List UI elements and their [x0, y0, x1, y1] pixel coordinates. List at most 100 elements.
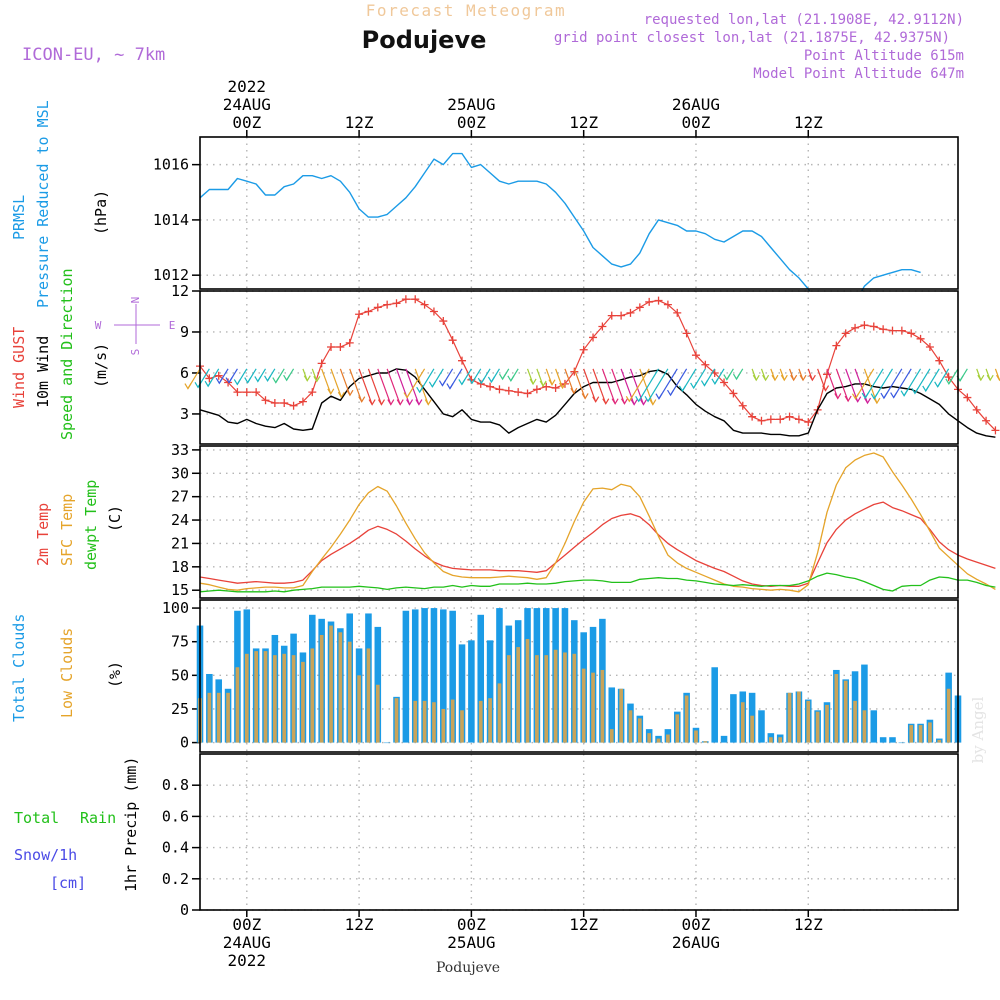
dewpt-label: dewpt Temp — [82, 480, 100, 570]
wind-arrow-head — [977, 374, 985, 382]
wind-arrow-head — [655, 393, 663, 400]
low-cloud-bar — [516, 647, 521, 743]
low-cloud-bar — [787, 692, 792, 743]
low-cloud-bar — [535, 655, 539, 743]
gust-point — [458, 356, 467, 365]
gust-point — [776, 415, 785, 424]
y-tick-label: 0.8 — [162, 776, 189, 794]
wind-arrow-head — [620, 398, 628, 405]
gust-point — [982, 416, 991, 425]
wind-arrow-head — [377, 399, 385, 406]
gust-point — [495, 385, 504, 394]
wind-arrow-head — [945, 378, 953, 385]
time-label: 26AUG — [672, 933, 720, 952]
wind-arrow-head — [428, 381, 436, 388]
low-cloud-bar — [422, 700, 427, 743]
low-cloud-bar — [413, 700, 418, 743]
wind-direction-arrow — [611, 368, 626, 404]
gust-point — [252, 388, 261, 397]
gust-point — [925, 343, 934, 352]
compass-icon: N S W E — [95, 297, 176, 356]
temperature-panel: 15 18 21 24 27 30 33 — [171, 441, 996, 599]
wind-arrow-head — [639, 399, 648, 406]
gust-point — [944, 373, 953, 382]
total-cloud-bar — [411, 609, 419, 743]
precip-unit-label: 1hr Precip (mm) — [122, 757, 140, 892]
wind-arrow-head — [678, 385, 686, 393]
panel-background — [200, 446, 958, 598]
gust-point — [804, 418, 813, 427]
time-label: 00Z — [457, 113, 486, 132]
wind-arrow-head — [790, 374, 798, 382]
wind-arrow-head — [204, 380, 212, 388]
wind-arrow-head — [834, 393, 842, 400]
time-label: 24AUG — [223, 933, 271, 952]
gust-point — [907, 329, 916, 338]
gust-point — [233, 388, 242, 397]
y-tick-label: 18 — [171, 558, 189, 576]
low-cloud-bar — [329, 625, 333, 743]
low-cloud-bar — [647, 733, 652, 743]
low-cloud-bar — [282, 653, 287, 743]
footer-location: Podujeve — [436, 960, 500, 976]
low-cloud-bar — [553, 649, 558, 743]
gust-point — [794, 415, 803, 424]
gust-point — [654, 296, 663, 305]
precip-panel: 0 0.2 0.4 0.6 0.8 — [162, 753, 959, 919]
low-cloud-bar — [628, 710, 633, 743]
wind-direction-arrow — [405, 368, 420, 405]
gust-point — [261, 396, 270, 405]
wind-unit-label: (m/s) — [92, 343, 110, 388]
low-cloud-bar — [609, 729, 614, 743]
gust-point — [991, 426, 1000, 435]
gust-point — [345, 338, 354, 347]
wind-arrow-head — [346, 389, 354, 397]
wind-direction-arrow — [573, 368, 586, 399]
wind-arrow-head — [732, 373, 741, 381]
wind-direction-arrow — [826, 368, 839, 399]
wind-direction-arrow — [367, 368, 383, 405]
wind-direction-arrow — [854, 368, 875, 400]
total-cloud-bar — [608, 687, 616, 743]
low-cloud-bar — [488, 698, 492, 743]
time-label: 2022 — [228, 77, 267, 96]
y-tick-label: 9 — [180, 323, 189, 341]
low-cloud-bar — [357, 675, 361, 743]
gust-point — [720, 378, 729, 387]
wind-arrow-head — [244, 377, 252, 384]
low-cloud-bar — [216, 692, 221, 743]
wind-direction-arrow — [601, 368, 616, 404]
y-tick-label: 0.4 — [162, 839, 189, 857]
gust-point — [963, 393, 972, 402]
gust-point — [785, 412, 794, 421]
low-cloud-bar — [684, 695, 689, 743]
low-cloud-bar — [694, 730, 698, 743]
gust-point — [289, 401, 298, 410]
total-cloud-bar — [861, 664, 868, 743]
gust-point — [841, 329, 850, 338]
wind-arrow-head — [184, 383, 192, 390]
low-cloud-bar — [825, 704, 829, 743]
low-cloud-bar — [563, 652, 567, 743]
low-cloud-bar — [769, 737, 773, 743]
wind-arrow-head — [873, 397, 881, 405]
y-tick-label: 1014 — [153, 211, 189, 229]
wind-arrow-head — [611, 398, 619, 405]
gust-point — [607, 311, 616, 320]
wind-arrow-head — [215, 377, 223, 385]
total-cloud-bar — [758, 710, 765, 743]
model-label: ICON-EU, ~ 7km — [22, 45, 165, 65]
low-cloud-bar — [338, 632, 343, 743]
wind-arrow-head — [406, 399, 414, 406]
rain-precip-label: Rain — [80, 809, 116, 827]
total-cloud-bar — [449, 610, 456, 743]
gust-point — [579, 345, 588, 354]
time-label: 26AUG — [672, 95, 720, 114]
wind-arrow-head — [844, 395, 852, 403]
gust-point — [420, 300, 429, 309]
total-cloud-bar — [898, 742, 906, 744]
low-cloud-bar — [244, 653, 249, 743]
gust-point — [298, 397, 307, 406]
low-cloud-bar — [946, 688, 951, 743]
